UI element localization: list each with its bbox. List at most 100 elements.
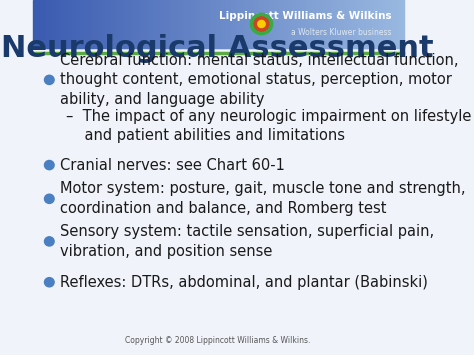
Circle shape: [254, 17, 269, 31]
Bar: [284, 0, 287, 48]
Bar: [138, 0, 141, 48]
Bar: [60, 0, 63, 48]
Bar: [362, 0, 365, 48]
Bar: [355, 0, 357, 48]
Bar: [101, 0, 104, 48]
Bar: [251, 0, 254, 48]
Text: –  The impact of any neurologic impairment on lifestyle
    and patient abilitie: – The impact of any neurologic impairmen…: [66, 109, 471, 143]
Bar: [379, 0, 382, 48]
Circle shape: [45, 237, 54, 246]
Bar: [81, 0, 83, 48]
Bar: [386, 0, 389, 48]
Bar: [347, 0, 350, 48]
Bar: [170, 0, 172, 48]
Text: Neurological Assessment: Neurological Assessment: [1, 34, 434, 64]
Bar: [40, 0, 43, 48]
Bar: [219, 0, 222, 48]
Bar: [209, 0, 211, 48]
Bar: [333, 0, 335, 48]
Bar: [96, 0, 98, 48]
Bar: [44, 0, 46, 48]
Bar: [205, 0, 208, 48]
Bar: [190, 0, 192, 48]
Bar: [272, 0, 274, 48]
Bar: [118, 0, 120, 48]
Bar: [277, 0, 280, 48]
Bar: [316, 0, 319, 48]
Bar: [342, 0, 345, 48]
Bar: [199, 0, 202, 48]
Circle shape: [45, 160, 54, 170]
Bar: [294, 0, 296, 48]
Circle shape: [45, 75, 54, 84]
Bar: [270, 0, 272, 48]
Bar: [46, 0, 48, 48]
Bar: [212, 0, 215, 48]
Bar: [399, 0, 402, 48]
Bar: [305, 0, 307, 48]
Bar: [266, 0, 268, 48]
Bar: [319, 0, 322, 48]
Bar: [283, 0, 285, 48]
Bar: [49, 0, 52, 48]
Bar: [146, 0, 148, 48]
Bar: [131, 0, 133, 48]
Bar: [179, 0, 182, 48]
Bar: [358, 0, 361, 48]
Bar: [99, 0, 102, 48]
Bar: [142, 0, 145, 48]
Bar: [59, 0, 61, 48]
Bar: [310, 0, 313, 48]
Bar: [295, 0, 298, 48]
Bar: [123, 0, 126, 48]
Bar: [94, 0, 96, 48]
Bar: [231, 0, 233, 48]
Bar: [264, 0, 267, 48]
Bar: [375, 0, 378, 48]
Bar: [197, 0, 200, 48]
Bar: [331, 0, 333, 48]
Bar: [360, 0, 363, 48]
Text: Reflexes: DTRs, abdominal, and plantar (Babinski): Reflexes: DTRs, abdominal, and plantar (…: [60, 275, 428, 290]
Bar: [144, 0, 146, 48]
Bar: [344, 0, 346, 48]
Bar: [51, 0, 54, 48]
Bar: [105, 0, 108, 48]
Bar: [201, 0, 204, 48]
Bar: [318, 0, 320, 48]
Bar: [340, 0, 343, 48]
Bar: [356, 0, 359, 48]
Bar: [309, 0, 311, 48]
Bar: [135, 0, 137, 48]
Text: Sensory system: tactile sensation, superficial pain,
vibration, and position sen: Sensory system: tactile sensation, super…: [60, 224, 435, 259]
Circle shape: [45, 278, 54, 287]
Bar: [377, 0, 380, 48]
Bar: [374, 0, 376, 48]
Bar: [82, 0, 85, 48]
Bar: [262, 0, 265, 48]
Text: Cerebral function: mental status, intellectual function,
thought content, emotio: Cerebral function: mental status, intell…: [60, 53, 459, 107]
Bar: [188, 0, 191, 48]
Bar: [327, 0, 329, 48]
Bar: [168, 0, 170, 48]
Bar: [229, 0, 231, 48]
Bar: [221, 0, 224, 48]
Bar: [253, 0, 255, 48]
Bar: [177, 0, 180, 48]
Bar: [92, 0, 94, 48]
Bar: [242, 0, 245, 48]
Bar: [119, 0, 122, 48]
Bar: [107, 0, 109, 48]
Bar: [395, 0, 398, 48]
Bar: [246, 0, 248, 48]
Bar: [110, 0, 113, 48]
Bar: [62, 0, 65, 48]
Bar: [381, 0, 383, 48]
Bar: [329, 0, 331, 48]
Bar: [66, 0, 69, 48]
Bar: [127, 0, 130, 48]
Bar: [55, 0, 57, 48]
Bar: [182, 0, 185, 48]
Bar: [227, 0, 229, 48]
Bar: [184, 0, 187, 48]
